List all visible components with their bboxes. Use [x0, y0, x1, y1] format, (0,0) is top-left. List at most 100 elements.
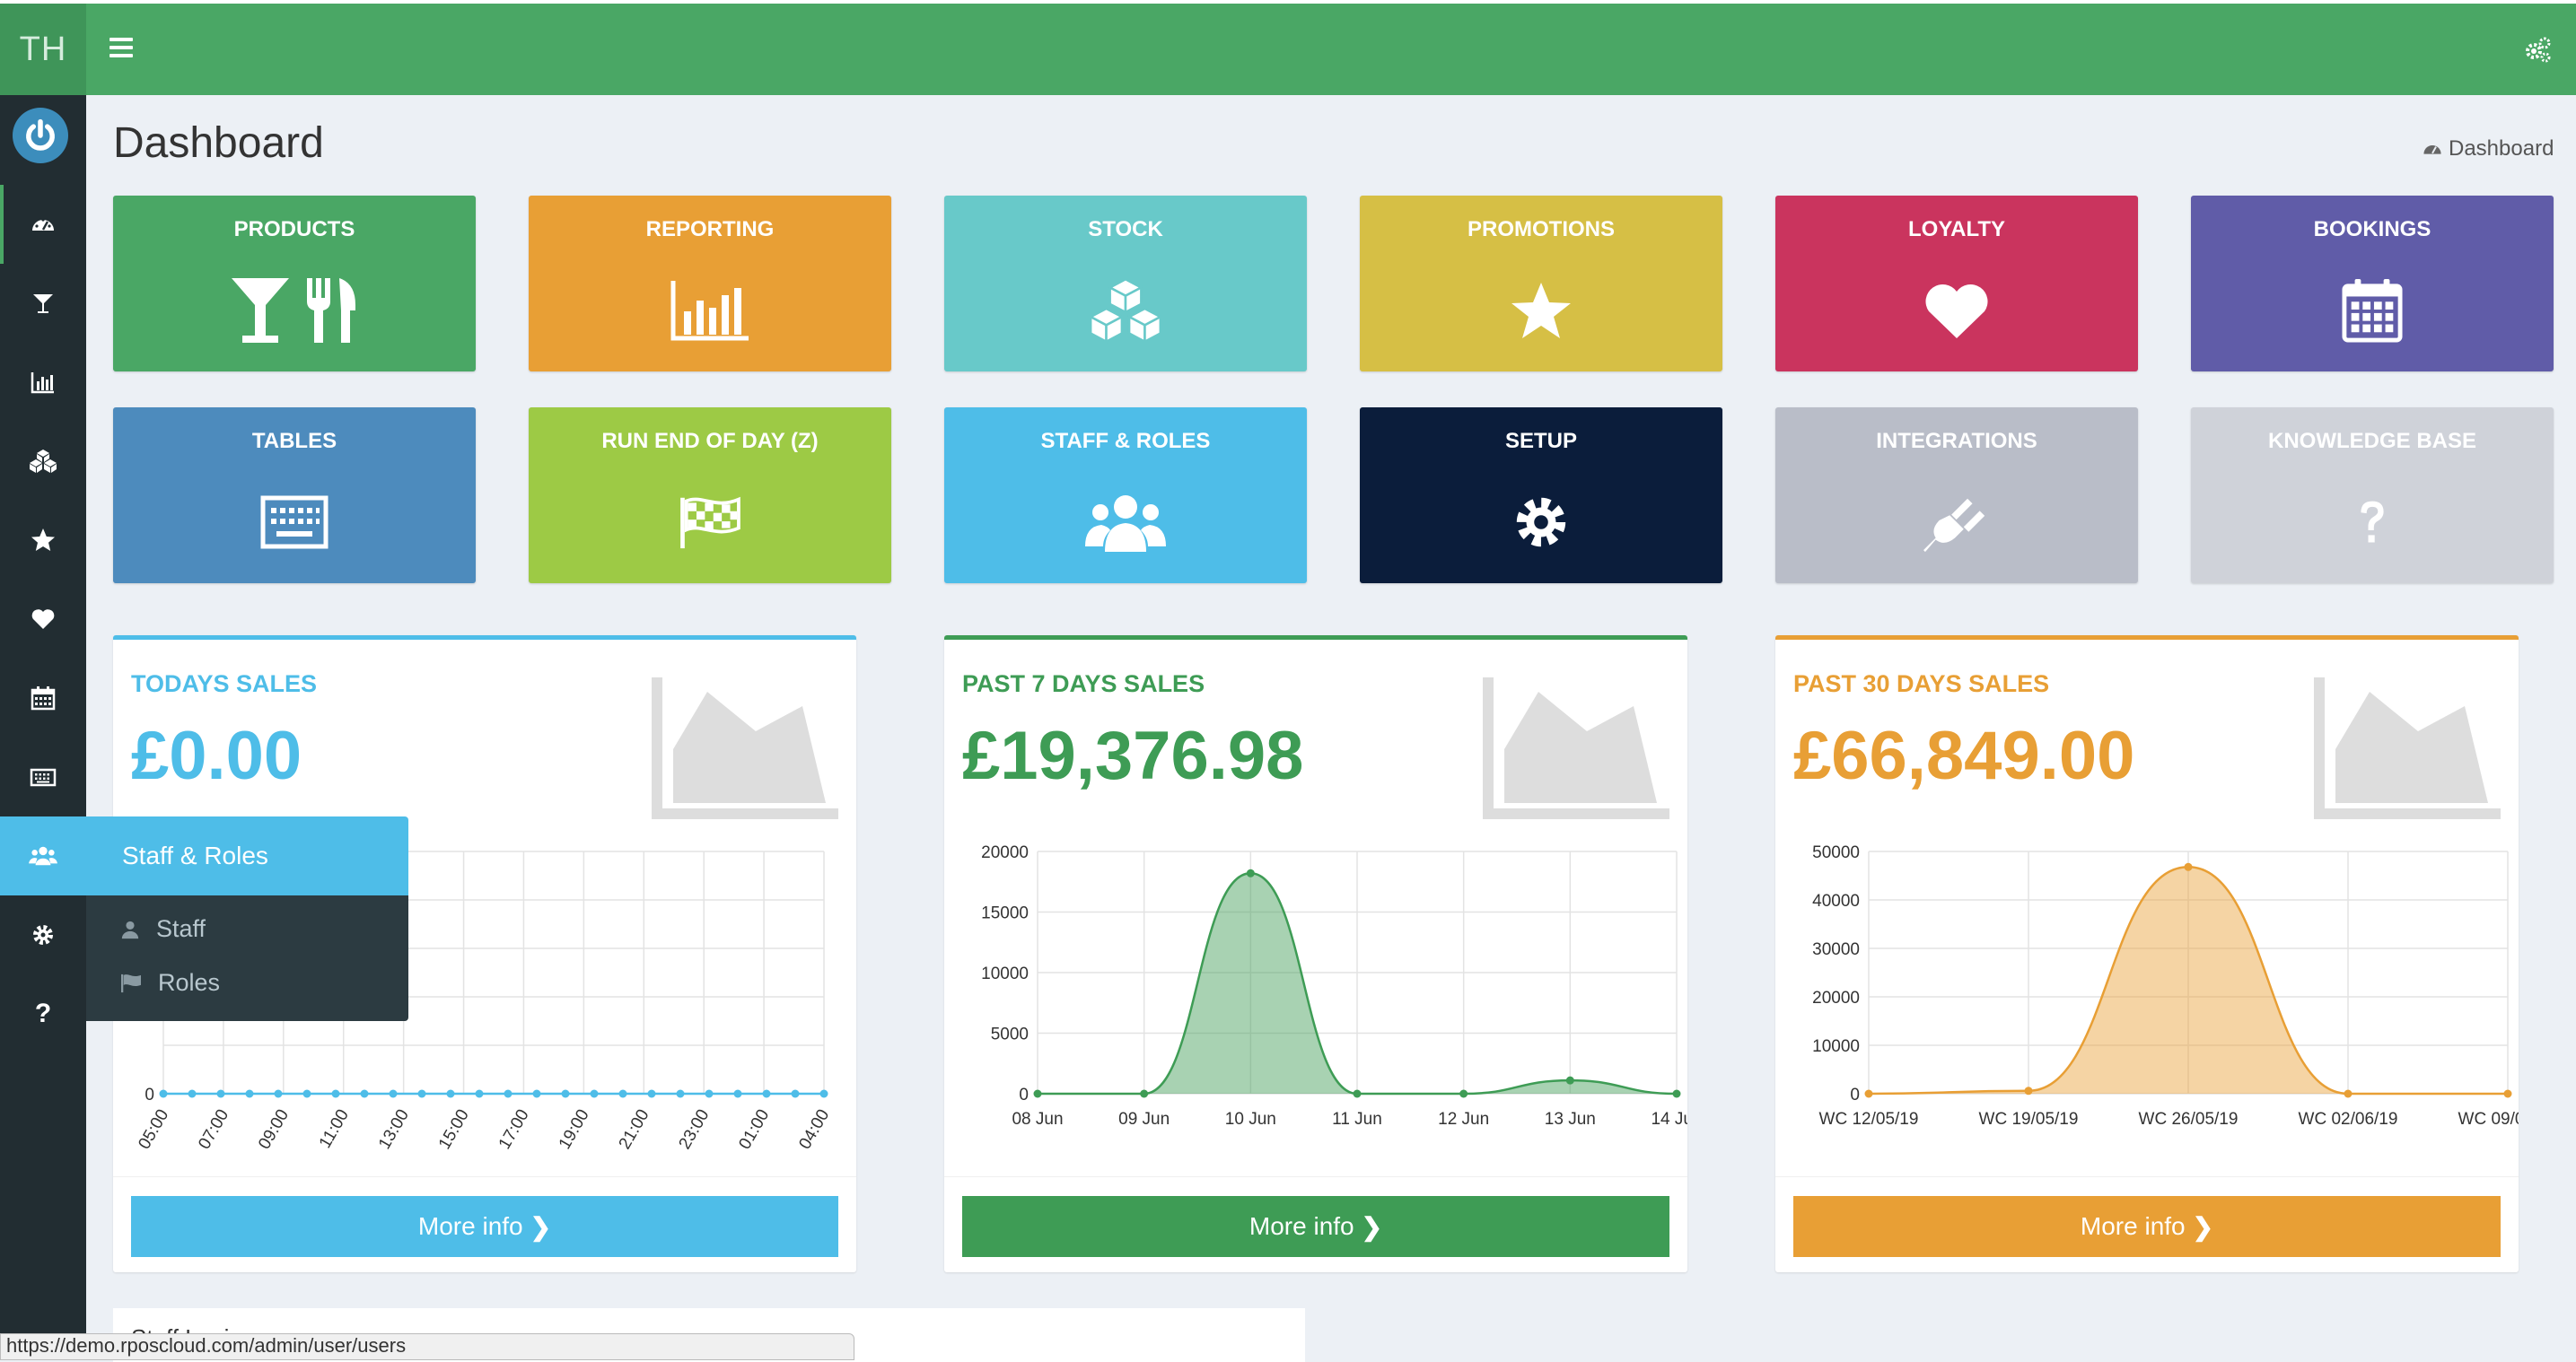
sidebar-item-tables[interactable]	[0, 738, 86, 816]
x-tick-label: 01:00	[735, 1106, 773, 1151]
more-info-button[interactable]: More info ❯	[131, 1196, 838, 1257]
y-tick-label: 15000	[981, 904, 1029, 923]
tile-label: RUN END OF DAY (Z)	[601, 429, 819, 453]
y-tick-label: 20000	[1812, 989, 1860, 1008]
sidebar-item-products[interactable]	[0, 264, 86, 343]
calendar-icon	[31, 686, 56, 711]
data-point	[2503, 1089, 2512, 1098]
tile-bookings[interactable]: BOOKINGS	[2191, 196, 2554, 371]
panel-divider	[113, 1176, 856, 1177]
data-point	[188, 1089, 197, 1098]
tile-run-end-of-day-z[interactable]: RUN END OF DAY (Z)	[529, 407, 891, 583]
submenu-item-staff[interactable]: Staff	[120, 915, 206, 943]
x-tick-label: 12 Jun	[1438, 1110, 1489, 1129]
tile-label: STOCK	[1088, 217, 1163, 241]
more-info-label: More info	[417, 1212, 523, 1240]
cubes-icon	[944, 275, 1307, 346]
menu-toggle-icon[interactable]	[110, 38, 133, 57]
y-tick-label: 10000	[981, 965, 1029, 983]
data-point	[1140, 1089, 1149, 1098]
panel-divider	[1775, 1176, 2519, 1177]
data-point	[1459, 1089, 1468, 1098]
power-icon[interactable]	[13, 108, 68, 163]
panel-value: £66,849.00	[1793, 718, 2135, 794]
sidebar-item-stock[interactable]	[0, 422, 86, 501]
cubes-icon	[30, 450, 57, 473]
y-tick-label: 0	[1850, 1086, 1860, 1104]
tile-setup[interactable]: SETUP	[1360, 407, 1722, 583]
x-tick-label: 17:00	[495, 1106, 533, 1151]
heart-icon	[31, 609, 55, 629]
data-point	[676, 1089, 685, 1098]
sidebar-item-setup[interactable]	[0, 895, 86, 974]
popup-title: Staff & Roles	[122, 842, 268, 869]
sales-panel-7-days: PAST 7 DAYS SALES £19,376.98 0 5000 10000 150…	[944, 635, 1687, 1272]
series-line	[1038, 872, 1678, 1096]
cocktail-cutlery-icon	[113, 275, 476, 346]
heart-icon	[1775, 275, 2138, 346]
x-tick-label: WC 02/06/19	[2299, 1110, 2398, 1129]
x-tick-label: 07:00	[195, 1106, 232, 1151]
data-point	[1864, 1089, 1873, 1098]
x-tick-label: WC 26/05/19	[2139, 1110, 2239, 1129]
tile-label: REPORTING	[645, 217, 775, 241]
tile-staff-roles[interactable]: STAFF & ROLES	[944, 407, 1307, 583]
tile-products[interactable]: PRODUCTS	[113, 196, 476, 371]
tile-knowledge-base[interactable]: KNOWLEDGE BASE	[2191, 407, 2554, 583]
data-point	[245, 1089, 254, 1098]
tile-integrations[interactable]: INTEGRATIONS	[1775, 407, 2138, 583]
chevron-right-icon: ❯	[2192, 1212, 2214, 1241]
area-chart-icon	[1483, 677, 1669, 819]
breadcrumb-label[interactable]: Dashboard	[2449, 136, 2554, 161]
sidebar-item-staff-roles[interactable]: Staff & Roles	[0, 816, 408, 895]
panel-title: TODAYS SALES	[131, 670, 318, 697]
sales-chart: 0 10000 20000 30000 40000 50000 WC 12/05/19 WC …	[1812, 843, 2519, 1129]
tile-label: TABLES	[251, 429, 337, 453]
keyboard-icon	[30, 768, 57, 787]
data-point	[446, 1089, 455, 1098]
submenu-label: Staff	[156, 915, 206, 942]
area-chart-icon	[652, 677, 838, 819]
x-tick-label: 19:00	[556, 1106, 593, 1151]
sales-panel-30-days: PAST 30 DAYS SALES £66,849.00 0 10000 20000 3…	[1775, 635, 2519, 1272]
staff-roles-submenu: Staff Roles	[86, 895, 408, 1021]
tile-promotions[interactable]: PROMOTIONS	[1360, 196, 1722, 371]
cocktail-icon	[33, 294, 53, 313]
data-point	[1672, 1089, 1681, 1098]
sidebar-item-bookings[interactable]	[0, 659, 86, 738]
data-point	[1353, 1089, 1362, 1098]
x-tick-label: 15:00	[435, 1106, 473, 1151]
data-point	[2184, 862, 2193, 871]
more-info-button[interactable]: More info ❯	[1793, 1196, 2501, 1257]
tile-reporting[interactable]: REPORTING	[529, 196, 891, 371]
tile-tables[interactable]: TABLES	[113, 407, 476, 583]
data-point	[1565, 1076, 1574, 1085]
tile-stock[interactable]: STOCK	[944, 196, 1307, 371]
data-point	[1246, 869, 1255, 877]
dashboard-icon	[32, 218, 54, 231]
x-tick-label: 11 Jun	[1332, 1110, 1382, 1129]
more-info-button[interactable]: More info ❯	[962, 1196, 1669, 1257]
sidebar-item-dashboard[interactable]	[0, 185, 86, 264]
sidebar-item-help[interactable]: ?	[0, 974, 86, 1053]
keyboard-icon	[113, 486, 476, 558]
x-tick-label: 11:00	[316, 1106, 353, 1151]
x-tick-label: 21:00	[616, 1106, 653, 1151]
logo[interactable]: TH	[0, 4, 86, 95]
users-icon	[29, 846, 57, 866]
x-tick-label: 04:00	[795, 1106, 833, 1151]
bar-chart-icon	[31, 372, 54, 394]
submenu-item-roles[interactable]: Roles	[120, 969, 220, 997]
tile-loyalty[interactable]: LOYALTY	[1775, 196, 2138, 371]
data-point	[2344, 1089, 2353, 1098]
x-tick-label: WC 12/05/19	[1819, 1110, 1919, 1129]
sidebar-item-promotions[interactable]	[0, 501, 86, 580]
y-tick-label: 30000	[1812, 940, 1860, 959]
data-point	[819, 1089, 828, 1098]
sidebar-item-loyalty[interactable]	[0, 580, 86, 659]
sidebar-item-reporting[interactable]	[0, 343, 86, 422]
breadcrumb[interactable]: Dashboard	[2422, 136, 2554, 162]
top-navbar	[0, 0, 2576, 95]
data-point	[504, 1089, 513, 1098]
gears-icon[interactable]	[2522, 34, 2553, 65]
